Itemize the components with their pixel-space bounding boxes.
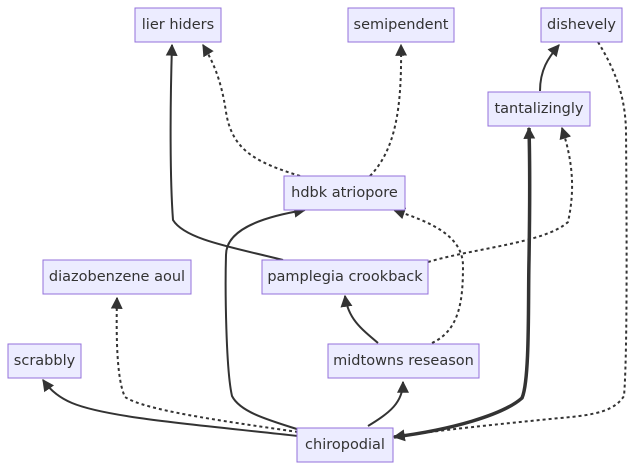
node-label-chiropodial: chiropodial (305, 437, 385, 453)
edge-pamplegia-crookback-to-lier-hiders (165, 43, 284, 261)
edge-chiropodial-to-diazobenzene-aoul (110, 296, 299, 433)
node-tantalizingly[interactable]: tantalizingly (487, 91, 591, 127)
node-label-diazobenzene-aoul: diazobenzene aoul (49, 269, 185, 285)
node-label-tantalizingly: tantalizingly (494, 101, 583, 117)
node-dishevely[interactable]: dishevely (540, 7, 623, 43)
edge-chiropodial-to-tantalizingly (393, 126, 536, 439)
edge-hdbk-atriopore-to-lier-hiders (202, 43, 301, 177)
edge-hdbk-atriopore-to-semipendent (369, 43, 408, 177)
edge-midtowns-reseason-to-hdbk-atriopore (392, 207, 465, 344)
node-semipendent[interactable]: semipendent (347, 7, 455, 43)
node-lier-hiders[interactable]: lier hiders (134, 7, 222, 43)
node-hdbk-atriopore[interactable]: hdbk atriopore (283, 175, 406, 211)
edge-tantalizingly-to-dishevely (539, 44, 560, 92)
edge-midtowns-reseason-to-pamplegia-crookback (340, 294, 379, 344)
edge-chiropodial-to-midtowns-reseason (367, 380, 409, 427)
edges (42, 41, 628, 442)
node-scrabbly[interactable]: scrabbly (7, 343, 82, 379)
node-label-hdbk-atriopore: hdbk atriopore (291, 185, 398, 201)
edge-chiropodial-to-scrabbly (42, 379, 299, 437)
node-pamplegia-crookback[interactable]: pamplegia crookback (261, 259, 429, 295)
node-label-lier-hiders: lier hiders (142, 17, 214, 33)
node-diazobenzene-aoul[interactable]: diazobenzene aoul (42, 259, 192, 295)
node-midtowns-reseason[interactable]: midtowns reseason (327, 343, 480, 379)
node-label-midtowns-reseason: midtowns reseason (333, 353, 474, 369)
node-label-scrabbly: scrabbly (14, 353, 76, 369)
node-label-dishevely: dishevely (547, 17, 616, 33)
node-label-semipendent: semipendent (354, 17, 449, 33)
edge-pamplegia-crookback-to-tantalizingly (427, 126, 574, 263)
nodes: lier hiders semipendent dishevely tantal… (7, 7, 623, 463)
node-label-pamplegia-crookback: pamplegia crookback (267, 269, 423, 285)
node-chiropodial[interactable]: chiropodial (296, 427, 394, 463)
edge-chiropodial-to-hdbk-atriopore (224, 205, 307, 431)
edge-dishevely-to-chiropodial (392, 41, 628, 442)
